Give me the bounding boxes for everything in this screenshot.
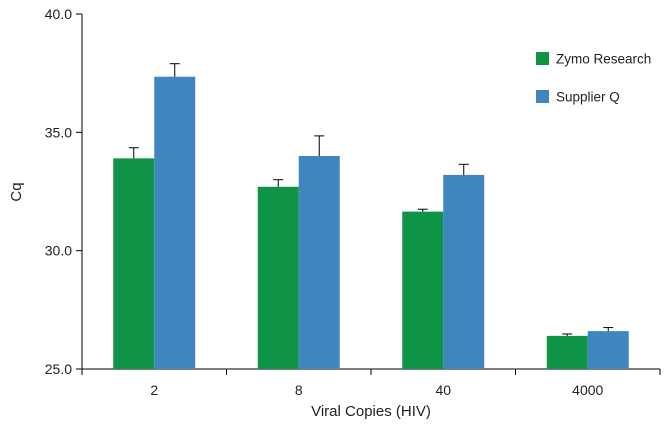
x-tick-label: 8 [295,382,303,398]
bar [546,335,588,369]
bar [402,211,444,369]
bar [298,156,340,369]
error-bars [128,63,614,336]
x-axis-title: Viral Copies (HIV) [311,403,431,420]
y-tick-label: 30.0 [45,243,72,259]
y-ticks: 25.0 30.0 35.0 40.0 [45,6,82,377]
legend-swatch [536,90,549,103]
y-axis-title: Cq [8,182,25,201]
bar [587,331,629,369]
x-tick-label: 40 [435,382,451,398]
legend-label: Supplier Q [556,90,620,105]
legend-swatch [536,52,549,65]
x-tick-label: 4000 [572,382,603,398]
legend-label: Zymo Research [556,52,651,67]
bar [154,76,196,369]
bars [113,76,629,369]
y-tick-label: 40.0 [45,6,72,22]
bar [257,186,299,369]
bar [113,158,155,369]
y-tick-label: 35.0 [45,124,72,140]
bar [443,174,485,369]
x-tick-label: 2 [150,382,158,398]
legend: Zymo Research Supplier Q [536,52,651,105]
y-tick-label: 25.0 [45,361,72,377]
x-ticks: 2 8 40 4000 [81,369,661,398]
